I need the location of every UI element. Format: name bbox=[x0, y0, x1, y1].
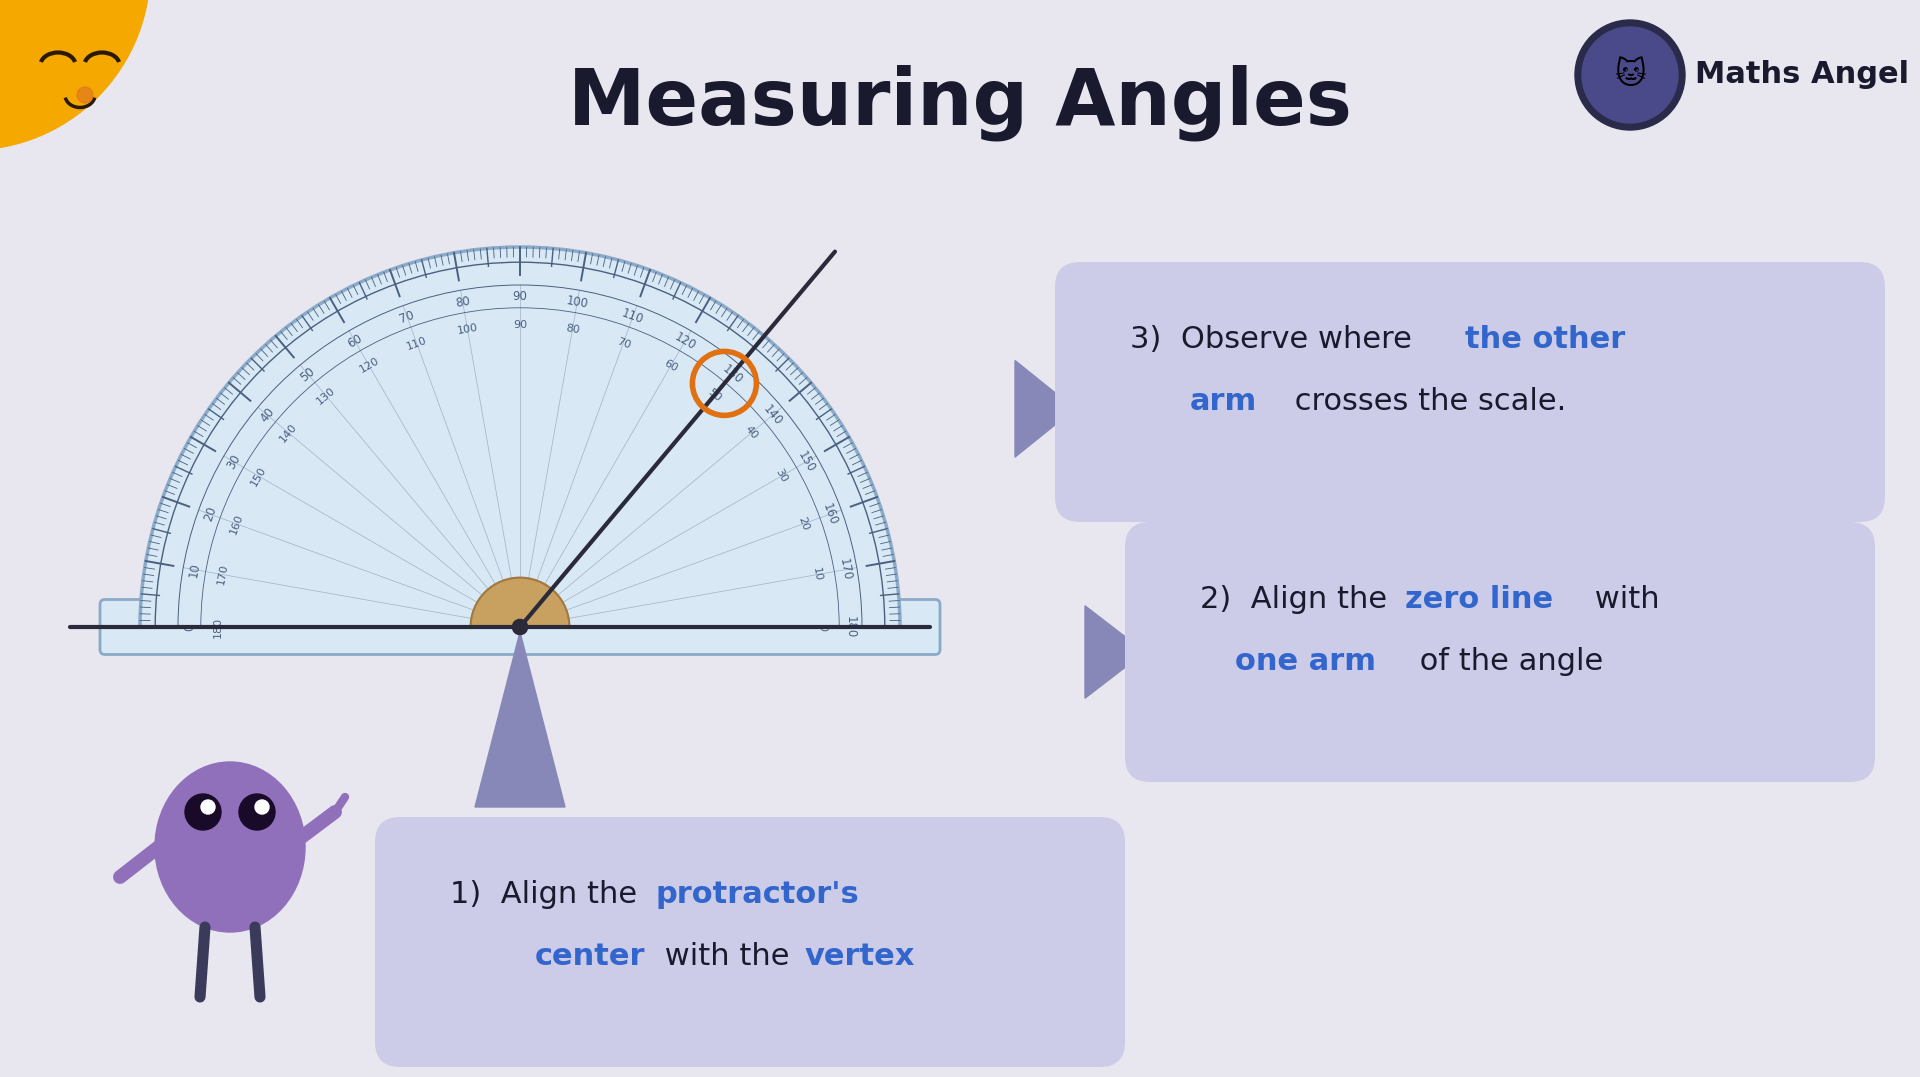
Text: vertex: vertex bbox=[804, 942, 916, 971]
Circle shape bbox=[77, 87, 92, 103]
Text: arm: arm bbox=[1190, 387, 1258, 416]
Polygon shape bbox=[474, 632, 564, 807]
Text: 100: 100 bbox=[457, 323, 478, 336]
Text: 110: 110 bbox=[405, 335, 428, 351]
Polygon shape bbox=[1016, 361, 1075, 457]
Text: 50: 50 bbox=[298, 364, 317, 383]
Text: 140: 140 bbox=[278, 421, 300, 444]
Text: 60: 60 bbox=[346, 332, 365, 350]
Polygon shape bbox=[1085, 605, 1144, 698]
FancyBboxPatch shape bbox=[1054, 262, 1885, 522]
Circle shape bbox=[1574, 20, 1686, 130]
Text: 150: 150 bbox=[250, 464, 269, 488]
Text: 90: 90 bbox=[513, 291, 528, 304]
Text: 1)  Align the: 1) Align the bbox=[449, 880, 647, 909]
Text: 100: 100 bbox=[564, 294, 589, 310]
Text: 30: 30 bbox=[774, 467, 789, 485]
Text: with: with bbox=[1586, 585, 1659, 614]
Text: the other: the other bbox=[1465, 325, 1624, 354]
Text: 80: 80 bbox=[564, 323, 580, 336]
Text: 3)  Observe where: 3) Observe where bbox=[1131, 325, 1421, 354]
Text: 40: 40 bbox=[257, 405, 276, 424]
Ellipse shape bbox=[156, 763, 305, 932]
FancyBboxPatch shape bbox=[100, 600, 941, 655]
Text: 120: 120 bbox=[357, 355, 380, 375]
Text: 160: 160 bbox=[228, 513, 244, 535]
Text: 180: 180 bbox=[843, 616, 856, 639]
Text: 130: 130 bbox=[720, 362, 745, 387]
Text: 160: 160 bbox=[820, 502, 841, 527]
Text: 70: 70 bbox=[397, 308, 417, 325]
Text: 130: 130 bbox=[315, 386, 338, 406]
Text: 30: 30 bbox=[225, 452, 244, 472]
Text: 20: 20 bbox=[202, 505, 219, 523]
Text: 10: 10 bbox=[188, 561, 204, 578]
Wedge shape bbox=[470, 577, 570, 627]
Text: one arm: one arm bbox=[1235, 647, 1377, 676]
Circle shape bbox=[184, 794, 221, 830]
Text: Measuring Angles: Measuring Angles bbox=[568, 65, 1352, 141]
Text: 170: 170 bbox=[215, 563, 228, 586]
Text: 110: 110 bbox=[620, 307, 645, 326]
Circle shape bbox=[0, 0, 150, 150]
Text: with the: with the bbox=[655, 942, 799, 971]
Circle shape bbox=[202, 800, 215, 814]
Text: 40: 40 bbox=[743, 424, 760, 442]
Text: crosses the scale.: crosses the scale. bbox=[1284, 387, 1567, 416]
Text: 180: 180 bbox=[213, 616, 223, 638]
FancyBboxPatch shape bbox=[374, 817, 1125, 1067]
Text: 150: 150 bbox=[795, 449, 818, 475]
Text: 50: 50 bbox=[705, 388, 722, 404]
Text: 10: 10 bbox=[812, 567, 824, 583]
Text: center: center bbox=[536, 942, 645, 971]
Circle shape bbox=[1582, 27, 1678, 123]
Text: of the angle: of the angle bbox=[1409, 647, 1603, 676]
Text: 140: 140 bbox=[760, 402, 785, 428]
Text: 170: 170 bbox=[837, 558, 852, 582]
Text: 120: 120 bbox=[672, 330, 699, 352]
Text: 0: 0 bbox=[818, 624, 828, 630]
Text: Maths Angel: Maths Angel bbox=[1695, 60, 1908, 89]
Text: zero line: zero line bbox=[1405, 585, 1553, 614]
Text: 2)  Align the: 2) Align the bbox=[1200, 585, 1398, 614]
Text: 90: 90 bbox=[513, 320, 528, 330]
Text: 60: 60 bbox=[662, 358, 680, 374]
Text: 🐱: 🐱 bbox=[1615, 60, 1645, 89]
Circle shape bbox=[255, 800, 269, 814]
FancyBboxPatch shape bbox=[1125, 522, 1876, 782]
Wedge shape bbox=[140, 247, 900, 627]
Text: 70: 70 bbox=[614, 336, 632, 350]
Text: 20: 20 bbox=[797, 516, 810, 532]
Text: 80: 80 bbox=[455, 294, 470, 310]
Circle shape bbox=[238, 794, 275, 830]
Text: 0: 0 bbox=[184, 624, 196, 631]
Circle shape bbox=[513, 619, 528, 634]
Text: protractor's: protractor's bbox=[655, 880, 858, 909]
